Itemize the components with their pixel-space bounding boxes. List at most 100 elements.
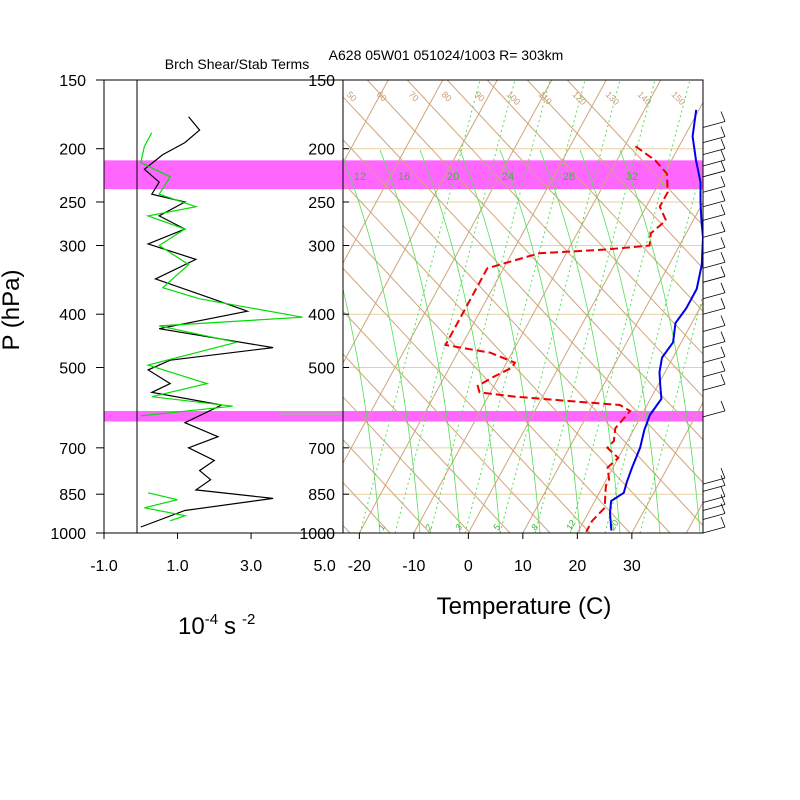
theta-e-label: 28 <box>563 171 575 183</box>
mixing-ratio-label: 3 <box>453 523 464 532</box>
wind-barb-flag <box>720 176 726 187</box>
wind-barb-staff <box>702 170 726 178</box>
wind-barb <box>702 360 726 378</box>
isotherm-line <box>343 80 498 365</box>
dry-adiabat-line <box>343 267 591 533</box>
left-x-axis-label: 10-4 s -2 <box>178 611 255 640</box>
wind-barb <box>702 503 726 520</box>
y-axis-label: P (hPa) <box>0 270 25 351</box>
left-x-tick-label: 5.0 <box>313 558 335 575</box>
moist-adiabat-line <box>579 149 661 533</box>
unit-exponent-2: -2 <box>242 611 255 628</box>
theta-e-label: 32 <box>626 171 638 183</box>
theta-e-label: 16 <box>398 171 410 183</box>
left-series-green-line <box>140 132 303 417</box>
left-y-tick-label: 500 <box>59 360 86 377</box>
isotherm-line <box>795 80 800 533</box>
dry-adiabat-line <box>343 181 671 533</box>
temperature-profile-line <box>608 109 703 531</box>
wind-barb-flag <box>720 331 726 342</box>
wind-barb-flag <box>720 374 726 385</box>
right-chart-title: A628 05W01 051024/1003 R= 303km <box>329 47 564 63</box>
mixing-ratio-label: 2 <box>423 523 435 533</box>
wind-barb <box>702 266 726 283</box>
wind-barb <box>702 331 726 348</box>
wind-barb <box>702 237 726 254</box>
highlight-band <box>104 411 703 422</box>
wind-barb-staff <box>702 504 726 511</box>
left-x-tick-label: -1.0 <box>90 558 118 575</box>
wind-barb-staff <box>702 292 726 300</box>
dry-adiabat-line <box>343 396 471 533</box>
wind-barb-staff <box>702 231 726 238</box>
dry-adiabat-label: 140 <box>636 89 654 107</box>
left-x-tick-labels: -1.0 1.0 3.0 5.0 <box>90 558 336 575</box>
right-y-tick-label: 150 <box>308 73 335 90</box>
right-y-tick-labels: 150 200 250 300 400 500 700 850 1000 <box>299 73 335 543</box>
moist-adiabat-line <box>419 149 501 533</box>
right-y-tick-label: 300 <box>308 239 335 256</box>
wind-barb-staff <box>702 200 726 208</box>
isotherm-line <box>0 80 225 533</box>
dry-adiabat-label: 150 <box>670 89 688 107</box>
skewt-background-lines <box>0 80 800 533</box>
left-y-tick-label: 300 <box>59 239 86 256</box>
skewt-x-tick-label: -20 <box>348 558 371 575</box>
wind-barb <box>702 138 726 155</box>
wind-barb-staff <box>702 513 726 520</box>
wind-barb-flag <box>720 111 726 122</box>
dry-adiabat-line <box>343 96 703 484</box>
skewt-x-tick-label: 30 <box>623 558 641 575</box>
wind-barb-staff <box>702 341 726 348</box>
wind-barb-flag <box>720 160 726 171</box>
isotherm-line <box>343 80 444 265</box>
wind-barb-staff <box>702 526 726 534</box>
wind-barb-staff <box>702 356 726 364</box>
mixing-ratio-label: 8 <box>529 523 540 532</box>
wind-barb-staff <box>702 136 726 144</box>
left-panel-frame <box>103 79 344 534</box>
isotherm-line <box>343 80 553 465</box>
mixing-ratio-line <box>394 80 516 533</box>
wind-barb-staff <box>702 383 726 391</box>
theta-e-label: 12 <box>354 171 366 183</box>
wind-barb <box>702 204 726 221</box>
wind-barb-flag <box>720 494 726 505</box>
dewpoint-profile-line <box>443 145 669 533</box>
wind-barb <box>702 282 726 300</box>
wind-barb <box>702 494 726 511</box>
dry-adiabat-line <box>343 139 703 527</box>
mixing-ratio-line <box>359 80 481 533</box>
isotherm-line <box>413 80 662 533</box>
moist-adiabat-line <box>459 149 541 533</box>
skewt-panel-frame <box>342 79 704 534</box>
skewt-x-tick-label: 20 <box>568 558 586 575</box>
wind-barb-flag <box>720 346 726 357</box>
highlight-bands <box>104 160 703 422</box>
wind-barb-staff <box>702 213 726 221</box>
left-y-tick-label: 200 <box>59 142 86 159</box>
wind-barb-staff <box>702 496 726 503</box>
right-y-tick-label: 250 <box>308 195 335 212</box>
left-y-tick-label: 250 <box>59 195 86 212</box>
wind-barb-flag <box>720 486 726 497</box>
wind-barb-staff <box>702 477 726 485</box>
wind-barb-flag <box>720 298 726 309</box>
right-y-tick-label: 400 <box>308 307 335 324</box>
left-x-tick-label: 1.0 <box>166 558 188 575</box>
theta-e-label: 20 <box>447 171 459 183</box>
wind-barb-flag <box>720 237 726 248</box>
left-y-tick-label: 150 <box>59 73 86 90</box>
wind-barb-staff <box>702 370 726 378</box>
right-y-tick-label: 500 <box>308 360 335 377</box>
left-series-green-line <box>144 492 188 522</box>
dry-adiabat-label: 80 <box>440 89 454 103</box>
wind-barb <box>702 190 726 208</box>
mixing-ratio-line <box>464 80 586 533</box>
wind-barb-flag <box>720 126 726 137</box>
wind-barb-flag <box>720 315 726 326</box>
dry-adiabat-line <box>446 80 703 355</box>
x-axis-label: Temperature (C) <box>437 593 612 620</box>
wind-barb <box>702 298 726 315</box>
